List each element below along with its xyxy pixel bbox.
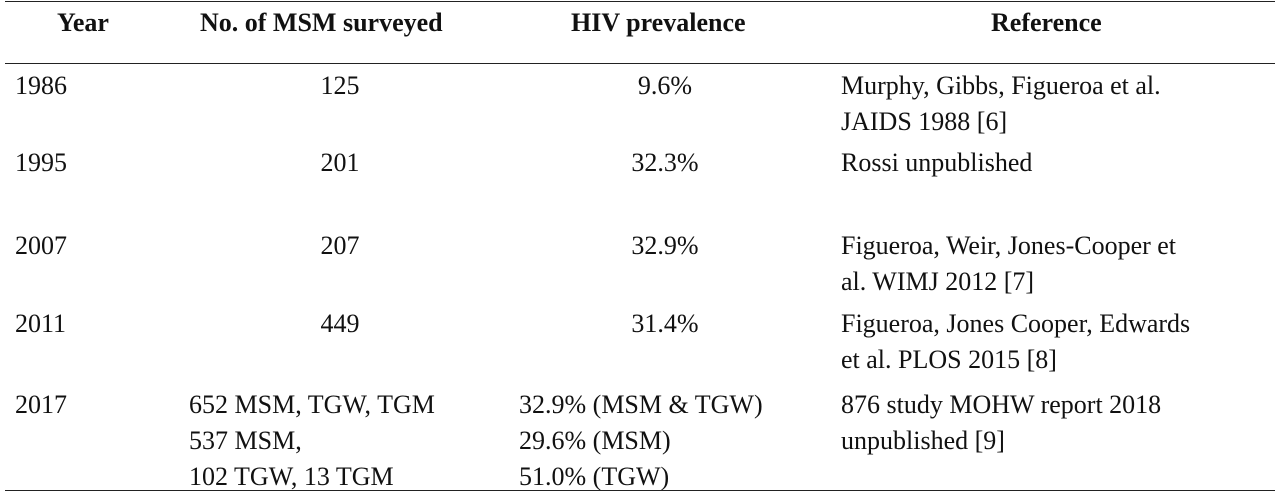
row-1986-prevalence: 9.6%	[637, 71, 693, 100]
row-2017-surveyed: 652 MSM, TGW, TGM 537 MSM, 102 TGW, 13 T…	[189, 390, 435, 491]
hiv-prevalence-table: Year No. of MSM surveyed HIV prevalence …	[5, 0, 1275, 492]
row-2007-prevalence: 32.9%	[631, 231, 699, 260]
row-2007-surveyed: 207	[320, 231, 360, 260]
table-top-rule	[5, 1, 1275, 2]
header-msm-surveyed: No. of MSM surveyed	[200, 8, 443, 37]
row-1995-surveyed: 201	[320, 148, 360, 177]
row-2017-prevalence: 32.9% (MSM & TGW) 29.6% (MSM) 51.0% (TGW…	[519, 390, 763, 491]
row-2011-surveyed: 449	[320, 309, 360, 338]
row-1995-reference: Rossi unpublished	[841, 148, 1033, 177]
row-2017-reference: 876 study MOHW report 2018 unpublished […	[841, 390, 1162, 455]
header-year: Year	[57, 8, 109, 37]
header-hiv-prevalence: HIV prevalence	[571, 8, 746, 37]
row-2011-prevalence: 31.4%	[631, 309, 699, 338]
table-bottom-rule	[5, 490, 1275, 491]
row-2011-year: 2011	[15, 309, 67, 338]
row-2007-year: 2007	[15, 231, 67, 260]
row-2017-year: 2017	[15, 390, 67, 419]
row-1995-year: 1995	[15, 148, 67, 177]
header-reference: Reference	[991, 8, 1102, 37]
table-header-rule	[5, 63, 1275, 64]
row-1986-reference: Murphy, Gibbs, Figueroa et al. JAIDS 198…	[841, 71, 1161, 136]
row-1995-prevalence: 32.3%	[631, 148, 699, 177]
row-2007-reference: Figueroa, Weir, Jones-Cooper et al. WIMJ…	[841, 231, 1177, 296]
row-1986-surveyed: 125	[320, 71, 360, 100]
row-1986-year: 1986	[15, 71, 67, 100]
row-2011-reference: Figueroa, Jones Cooper, Edwards et al. P…	[841, 309, 1191, 374]
